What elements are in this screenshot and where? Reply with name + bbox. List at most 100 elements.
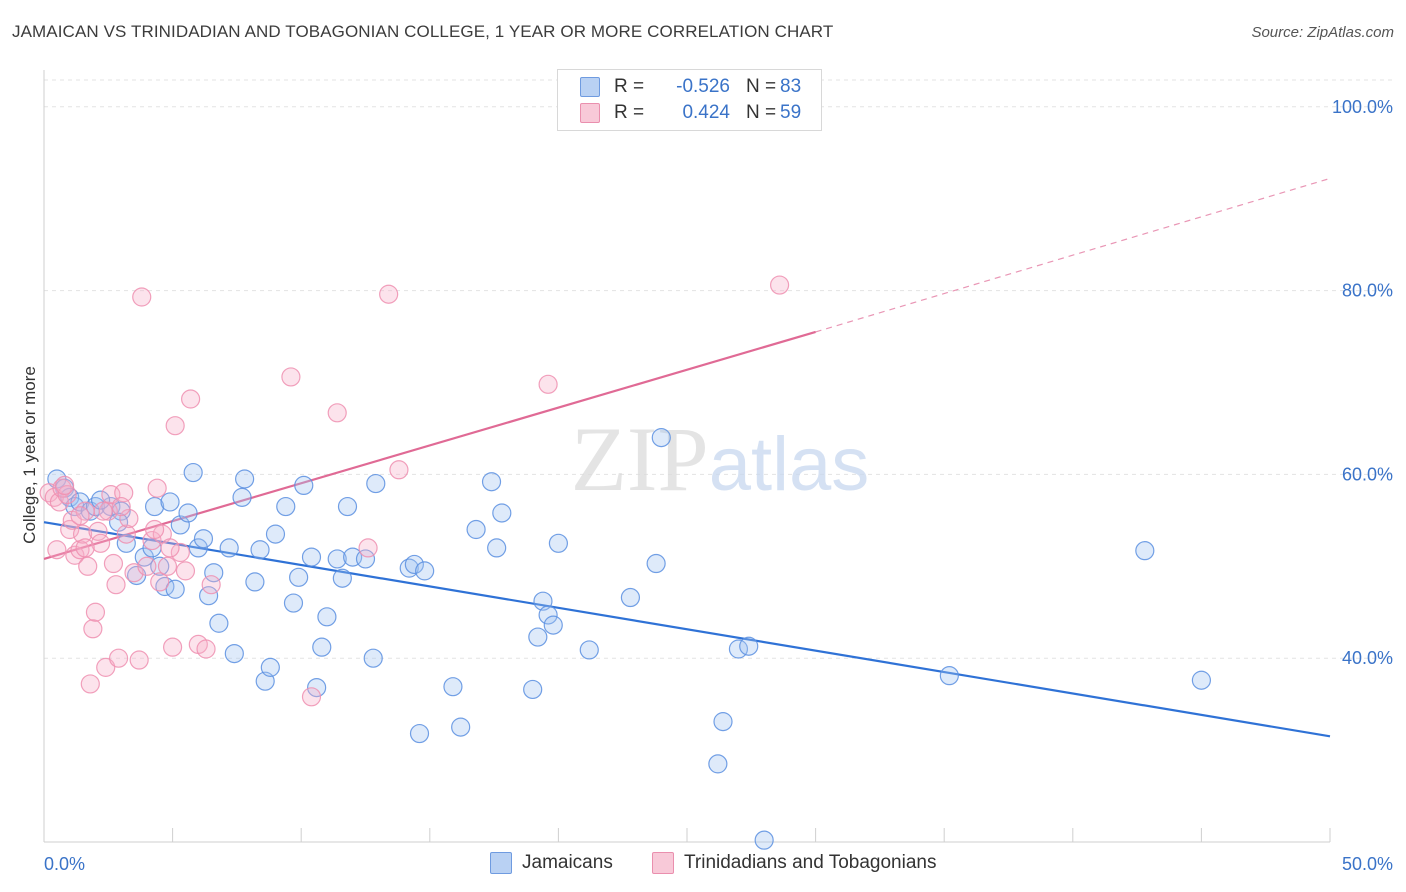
y-tick-label: 100.0% bbox=[1332, 97, 1393, 117]
jamaicans-point bbox=[250, 540, 270, 560]
jamaicans-point bbox=[265, 524, 286, 544]
jamaicans-point bbox=[193, 529, 214, 549]
jamaicans-point bbox=[170, 515, 190, 535]
source-credit: Source: ZipAtlas.com bbox=[1251, 24, 1394, 41]
jamaicans-point bbox=[492, 503, 512, 523]
jamaicans-point bbox=[209, 613, 229, 633]
jamaicans-trend-line bbox=[43, 521, 1331, 738]
trinidadians-point bbox=[327, 403, 347, 423]
jamaicans-point bbox=[312, 637, 332, 657]
legend-row-trinidadians: R = 0.424 N = 59 bbox=[580, 100, 801, 126]
grid-layer bbox=[44, 79, 1392, 659]
jamaicans-point bbox=[579, 640, 599, 660]
trinidadians-point bbox=[181, 389, 201, 409]
legend-swatch-trinidadians bbox=[580, 103, 600, 123]
x-tick-label: 50.0% bbox=[1342, 854, 1393, 874]
jamaicans-point bbox=[289, 567, 309, 587]
trinidadians-point bbox=[301, 687, 322, 707]
trinidadians-point bbox=[98, 501, 118, 521]
jamaicans-point bbox=[399, 558, 419, 578]
trinidadians-point bbox=[201, 575, 221, 595]
legend-n-label: N = bbox=[746, 76, 777, 97]
y-tick-label: 40.0% bbox=[1342, 648, 1393, 668]
y-tick-label: 80.0% bbox=[1342, 281, 1393, 301]
jamaicans-point bbox=[224, 643, 244, 664]
trinidadians-point bbox=[175, 561, 196, 581]
jamaicans-point bbox=[443, 677, 463, 697]
watermark: ZIPatlas bbox=[571, 408, 870, 510]
legend-row-jamaicans: R = -0.526 N = 83 bbox=[580, 74, 801, 100]
jamaicans-point bbox=[620, 587, 641, 608]
bottom-legend-jamaicans: Jamaicans bbox=[490, 852, 613, 874]
trinidadians-point bbox=[163, 637, 183, 657]
jamaicans-point bbox=[355, 549, 376, 569]
jamaicans-point bbox=[327, 549, 347, 569]
trinidadians-point bbox=[111, 496, 131, 517]
jamaicans-point bbox=[538, 605, 558, 625]
jamaicans-point bbox=[548, 533, 569, 553]
trinidadians-point bbox=[144, 519, 165, 540]
trinidadians-point bbox=[170, 542, 190, 563]
legend-r-label: R = bbox=[614, 76, 645, 97]
jamaicans-point bbox=[409, 723, 430, 744]
jamaicans-point bbox=[178, 503, 198, 523]
jamaicans-point bbox=[183, 462, 203, 483]
jamaicans-point bbox=[332, 568, 352, 588]
trinidadians-point bbox=[157, 556, 178, 576]
legend-n-value: 59 bbox=[780, 102, 802, 123]
trinidadians-point bbox=[358, 538, 378, 558]
axis-layer bbox=[43, 70, 1331, 843]
trinidadians-point bbox=[90, 533, 111, 553]
trinidadians-point bbox=[769, 275, 790, 295]
jamaicans-point bbox=[528, 627, 548, 647]
jamaicans-point bbox=[363, 648, 383, 668]
trinidadians-point bbox=[85, 602, 106, 622]
jamaicans-point bbox=[232, 487, 252, 507]
bottom-legend-swatch-trinidadians bbox=[652, 852, 674, 874]
y-tick-label: 60.0% bbox=[1342, 464, 1393, 484]
jamaicans-point bbox=[276, 496, 296, 517]
y-axis-label: College, 1 year or more bbox=[20, 366, 39, 544]
jamaicans-point bbox=[708, 754, 728, 774]
trinidadians-point bbox=[52, 478, 72, 498]
trinidadians-point bbox=[108, 648, 129, 668]
jamaicans-point bbox=[307, 677, 327, 698]
bottom-legend-trinidadians: Trinidadians and Tobagonians bbox=[652, 852, 936, 874]
jamaicans-point bbox=[337, 496, 358, 517]
trinidadians-point bbox=[75, 538, 95, 558]
jamaicans-point bbox=[235, 469, 255, 489]
jamaicans-point bbox=[404, 554, 424, 575]
jamaicans-point bbox=[739, 636, 759, 656]
jamaicans-point bbox=[188, 538, 208, 558]
trinidadians-point bbox=[281, 367, 301, 387]
jamaicans-point bbox=[451, 717, 471, 737]
trinidadians-point bbox=[142, 530, 162, 551]
trinidadians-point bbox=[129, 650, 149, 670]
bottom-legend-label-trinidadians: Trinidadians and Tobagonians bbox=[684, 852, 937, 873]
trinidadians-point bbox=[132, 287, 152, 307]
trinidadians-point bbox=[83, 619, 103, 639]
trinidadians-point bbox=[93, 501, 113, 521]
jamaicans-point bbox=[219, 538, 239, 558]
jamaicans-point bbox=[90, 490, 111, 510]
jamaicans-point bbox=[481, 472, 502, 492]
jamaicans-point bbox=[165, 579, 185, 599]
legend-r-label: R = bbox=[614, 102, 645, 123]
trinidadians-point bbox=[47, 540, 67, 560]
trinidadians-point bbox=[80, 674, 100, 694]
jamaicans-point bbox=[160, 492, 180, 512]
jamaicans-point bbox=[543, 615, 563, 635]
stats-legend: R = -0.526 N = 83 R = 0.424 N = 59 bbox=[557, 69, 822, 131]
jamaicans-point bbox=[754, 830, 774, 850]
trinidadians-point bbox=[78, 556, 98, 576]
jamaicans-point bbox=[283, 593, 304, 613]
trinidadians-point bbox=[65, 545, 85, 565]
jamaicans-point bbox=[294, 475, 314, 496]
trinidadians-point bbox=[88, 521, 108, 541]
jamaicans-point bbox=[260, 657, 280, 677]
jamaicans-point bbox=[1135, 541, 1155, 561]
jamaicans-point bbox=[651, 428, 671, 448]
jamaicans-point bbox=[646, 553, 666, 574]
chart-title: JAMAICAN VS TRINIDADIAN AND TOBAGONIAN C… bbox=[12, 22, 834, 41]
legend-r-value: 0.424 bbox=[682, 102, 730, 123]
